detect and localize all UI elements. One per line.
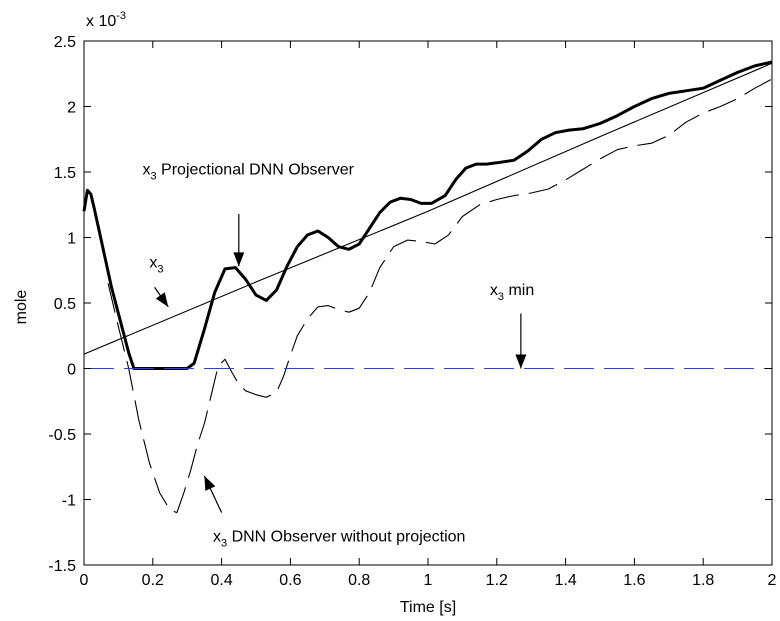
annotation-arrow-head <box>233 252 245 267</box>
x-axis-title: Time [s] <box>400 599 456 616</box>
y-axis: -1.5 -1 -0.5 0 0.5 1 1.5 2 2.5 <box>48 34 772 575</box>
x-tick-label: 0.4 <box>210 572 232 589</box>
annotation-x3min: x3 min <box>490 282 534 303</box>
y-tick-label: -1 <box>62 493 76 510</box>
x-tick-label: 0.2 <box>142 572 164 589</box>
x-tick-label: 1.4 <box>554 572 576 589</box>
x-tick-label: 1.8 <box>692 572 714 589</box>
annotation-subscript: 3 <box>150 171 156 183</box>
series-line-without_projection <box>107 78 773 514</box>
annotation-subscript: 3 <box>221 537 227 549</box>
annotation-subscript: 3 <box>498 291 504 303</box>
x-tick-label: 2 <box>768 572 777 589</box>
annotation-proj: x3 Projectional DNN Observer <box>142 162 354 183</box>
y-tick-label: 2.5 <box>54 34 76 51</box>
y-tick-label: 0 <box>67 362 76 379</box>
y-exponent-power: -3 <box>116 10 126 22</box>
y-exponent-base: x 10 <box>86 13 116 30</box>
annotation-text: Projectional DNN Observer <box>157 162 355 179</box>
annotation-text: min <box>504 282 534 299</box>
x-tick-label: 0.6 <box>279 572 301 589</box>
y-exponent-label: x 10-3 <box>86 10 126 30</box>
plot-area <box>84 41 772 565</box>
annotation-arrow-head <box>155 292 169 307</box>
y-axis-title: mole <box>13 290 30 325</box>
x-tick-label: 1.6 <box>623 572 645 589</box>
annotation-arrow-head <box>515 354 527 369</box>
y-tick-label: 2 <box>67 100 76 117</box>
annotation-subscript: 3 <box>157 264 163 276</box>
annotation-var: x <box>142 162 150 179</box>
annotation-var: x <box>149 255 157 272</box>
annotation-noproj: x3 DNN Observer without projection <box>213 528 465 549</box>
series-line-x3 <box>83 62 773 355</box>
y-tick-label: 1 <box>67 231 76 248</box>
x-tick-label: 1.2 <box>486 572 508 589</box>
plot-background <box>84 41 772 565</box>
series-layer <box>82 60 773 514</box>
y-tick-label: -1.5 <box>48 558 76 575</box>
annotation-var: x <box>490 282 498 299</box>
x-tick-label: 0 <box>80 572 89 589</box>
y-tick-label: -0.5 <box>48 427 76 444</box>
annotation-text: DNN Observer without projection <box>227 528 465 545</box>
annotation-arrow-head <box>204 475 216 491</box>
annotation-var: x <box>213 528 221 545</box>
x-tick-label: 0.8 <box>348 572 370 589</box>
annotation-x3: x3 <box>149 255 163 276</box>
y-tick-label: 1.5 <box>54 165 76 182</box>
x-axis: 0 0.2 0.4 0.6 0.8 1 1.2 1.4 1.6 1.8 2 <box>80 41 777 589</box>
x-tick-label: 1 <box>424 572 433 589</box>
y-tick-label: 0.5 <box>54 296 76 313</box>
